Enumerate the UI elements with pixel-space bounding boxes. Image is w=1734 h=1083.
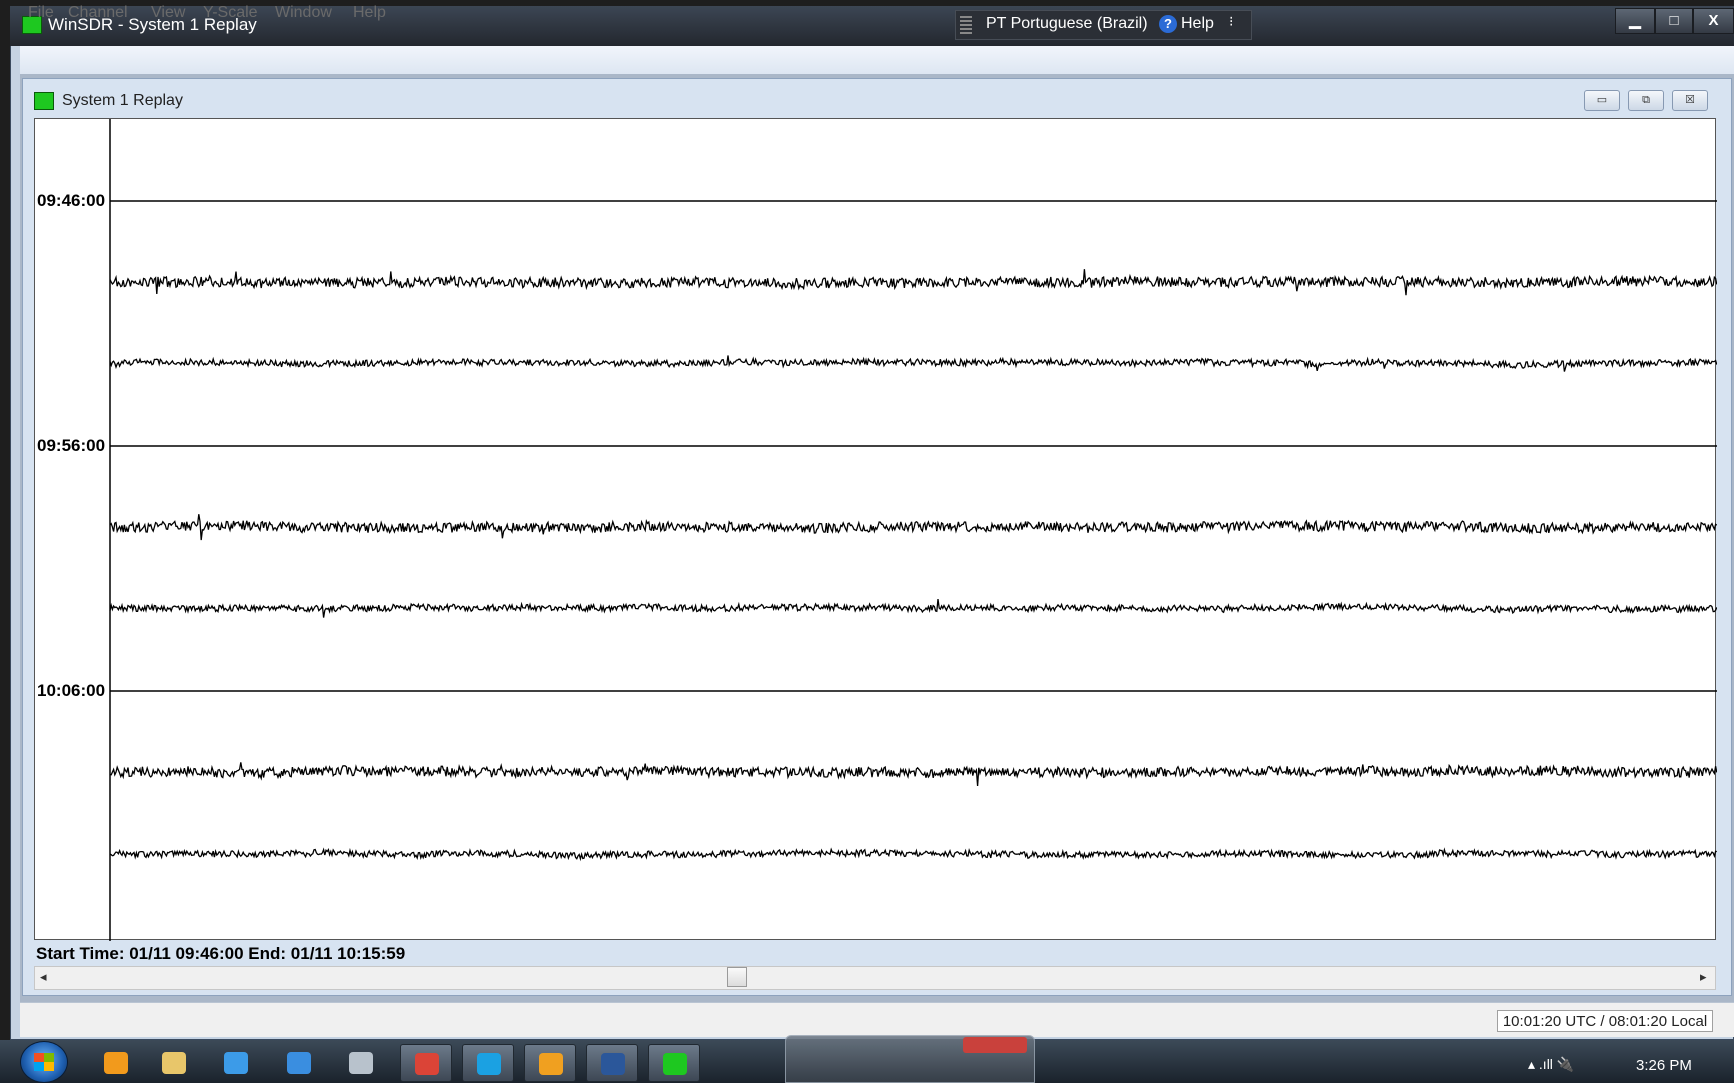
time-label: 09:56:00 [37, 436, 106, 455]
time-range-info: Start Time: 01/11 09:46:00 End: 01/11 10… [36, 944, 406, 963]
horizontal-scrollbar[interactable] [34, 966, 1716, 990]
edge-icon [224, 1052, 248, 1074]
menu-window[interactable]: Window [275, 4, 332, 21]
window-title: WinSDR - System 1 Replay [48, 15, 257, 34]
child-minimize-button[interactable]: ▭ [1584, 90, 1620, 111]
taskbar-button[interactable] [524, 1044, 576, 1082]
language-bar[interactable]: PT Portuguese (Brazil) ? Help ⁝ [955, 10, 1252, 40]
time-label: 10:06:00 [37, 681, 106, 700]
seismic-trace [109, 847, 1717, 862]
thumbnail-close-button[interactable] [963, 1037, 1027, 1053]
taskbar-button[interactable] [648, 1044, 700, 1082]
scanner-icon [349, 1052, 373, 1074]
menu-file[interactable]: File [28, 4, 54, 21]
winsdr-icon [663, 1053, 687, 1075]
time-label: 09:46:00 [37, 191, 106, 210]
helicorder-plot[interactable]: 09:46:00 09:56:00 10:06:00 [34, 118, 1717, 941]
internet-explorer-icon [287, 1052, 311, 1074]
window-close-button[interactable]: X [1693, 8, 1734, 34]
seismic-trace [109, 762, 1717, 787]
taskbar-button[interactable] [335, 1044, 387, 1082]
language-options-icon[interactable]: ⁝ [1229, 13, 1234, 29]
seismic-trace [109, 355, 1717, 372]
seismic-traces [109, 269, 1717, 862]
skype-icon [477, 1053, 501, 1075]
child-close-button[interactable]: ☒ [1672, 90, 1708, 111]
taskbar-clock[interactable]: 3:26 PM [1636, 1057, 1692, 1074]
winsdr-app-icon [22, 16, 42, 34]
window-minimize-button[interactable]: ▁ [1615, 8, 1655, 34]
language-help-button[interactable]: Help [1181, 15, 1214, 32]
scrollbar-thumb[interactable] [727, 967, 747, 987]
taskbar-button[interactable] [148, 1044, 200, 1082]
language-selector[interactable]: PT Portuguese (Brazil) [986, 15, 1148, 32]
file-explorer-icon [162, 1052, 186, 1074]
taskbar-button[interactable] [400, 1044, 452, 1082]
chrome-icon [415, 1053, 439, 1075]
scroll-left-arrow-icon[interactable]: ◂ [40, 969, 47, 984]
seismic-trace [109, 269, 1717, 296]
media-player-icon [104, 1052, 128, 1074]
start-button[interactable] [20, 1041, 68, 1083]
help-icon[interactable]: ? [1159, 15, 1177, 33]
title-bar[interactable] [10, 6, 1734, 46]
seismogram-canvas [109, 119, 1717, 941]
status-time: 10:01:20 UTC / 08:01:20 Local [1497, 1010, 1713, 1032]
system-tray-icons[interactable]: ▴ .ıll 🔌 [1528, 1056, 1575, 1072]
status-bar [20, 1002, 1734, 1037]
windows-logo-icon [34, 1053, 54, 1071]
menu-help[interactable]: Help [353, 4, 386, 21]
taskbar-button[interactable] [586, 1044, 638, 1082]
seismic-trace [109, 599, 1717, 618]
menu-bar [20, 46, 1734, 74]
word-icon [601, 1053, 625, 1075]
taskbar-button[interactable] [462, 1044, 514, 1082]
taskbar-button[interactable] [273, 1044, 325, 1082]
window-maximize-button[interactable]: □ [1655, 8, 1693, 34]
menu-y-scale[interactable]: Y-Scale [203, 4, 258, 21]
seismic-trace [109, 514, 1717, 541]
child-restore-button[interactable]: ⧉ [1628, 90, 1664, 111]
language-bar-grip-icon[interactable] [960, 16, 972, 34]
menu-channel[interactable]: Channel [68, 4, 128, 21]
replay-window-icon [34, 92, 54, 110]
menu-view[interactable]: View [151, 4, 186, 21]
taskbar-button[interactable] [90, 1044, 142, 1082]
child-window-title: System 1 Replay [62, 92, 183, 109]
clock-app-icon [539, 1053, 563, 1075]
taskbar-button[interactable] [210, 1044, 262, 1082]
scroll-right-arrow-icon[interactable]: ▸ [1700, 969, 1707, 984]
